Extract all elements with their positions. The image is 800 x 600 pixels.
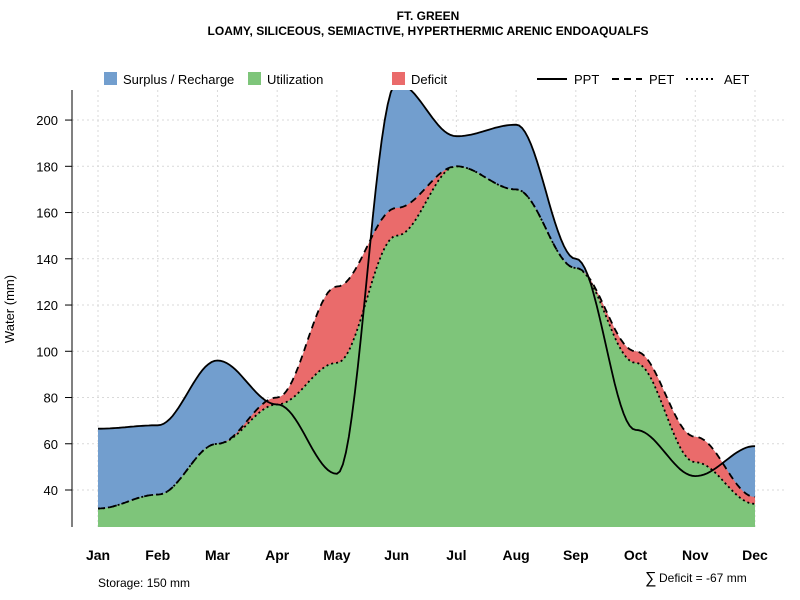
x-tick-label: Dec — [742, 547, 768, 563]
legend-label-ppt: PPT — [574, 72, 599, 87]
x-tick-label: Sep — [563, 547, 589, 563]
legend-label-deficit: Deficit — [411, 72, 448, 87]
legend-swatch-utilization — [248, 72, 261, 85]
ppt-line — [98, 90, 756, 478]
legend-swatch-surplus — [104, 72, 117, 85]
y-axis-label: Water (mm) — [2, 275, 17, 343]
legend-swatch-deficit — [392, 72, 405, 85]
deficit-note: Deficit = -67 mm — [659, 571, 747, 585]
x-tick-label: Jan — [86, 547, 110, 563]
x-tick-label: Mar — [205, 547, 230, 563]
x-tick-label: Jun — [384, 547, 409, 563]
x-tick-label: Jul — [446, 547, 466, 563]
x-tick-label: Feb — [145, 547, 170, 563]
aet-line — [97, 165, 756, 510]
y-tick-label: 140 — [36, 252, 58, 267]
y-ticks: 40 60 80 100 120 140 160 180 200 — [36, 113, 72, 498]
chart-subtitle: LOAMY, SILICEOUS, SEMIACTIVE, HYPERTHERM… — [208, 24, 649, 38]
x-tick-label: Aug — [502, 547, 529, 563]
x-tick-label: Apr — [265, 547, 290, 563]
y-tick-label: 120 — [36, 298, 58, 313]
lines — [97, 90, 756, 510]
y-tick-label: 180 — [36, 159, 58, 174]
storage-note: Storage: 150 mm — [98, 576, 190, 590]
x-tick-label: May — [323, 547, 350, 563]
y-tick-label: 200 — [36, 113, 58, 128]
y-tick-label: 60 — [44, 437, 58, 452]
chart-title: FT. GREEN — [397, 9, 460, 23]
y-tick-label: 40 — [44, 483, 58, 498]
legend-label-surplus: Surplus / Recharge — [123, 72, 234, 87]
areas — [98, 90, 755, 527]
x-ticks: Jan Feb Mar Apr May Jun Jul Aug Sep Oct Nov Dec — [86, 547, 768, 563]
legend-label-utilization: Utilization — [267, 72, 323, 87]
legend-label-pet: PET — [649, 72, 674, 87]
deficit-sum-icon: ∑ — [645, 570, 656, 587]
y-tick-label: 80 — [44, 391, 58, 406]
y-tick-label: 160 — [36, 206, 58, 221]
legend-label-aet: AET — [724, 72, 749, 87]
legend: Surplus / Recharge Utilization Deficit P… — [104, 72, 749, 87]
y-tick-label: 100 — [36, 344, 58, 359]
utilization-area — [98, 166, 755, 527]
x-tick-label: Oct — [624, 547, 648, 563]
x-tick-label: Nov — [682, 547, 709, 563]
